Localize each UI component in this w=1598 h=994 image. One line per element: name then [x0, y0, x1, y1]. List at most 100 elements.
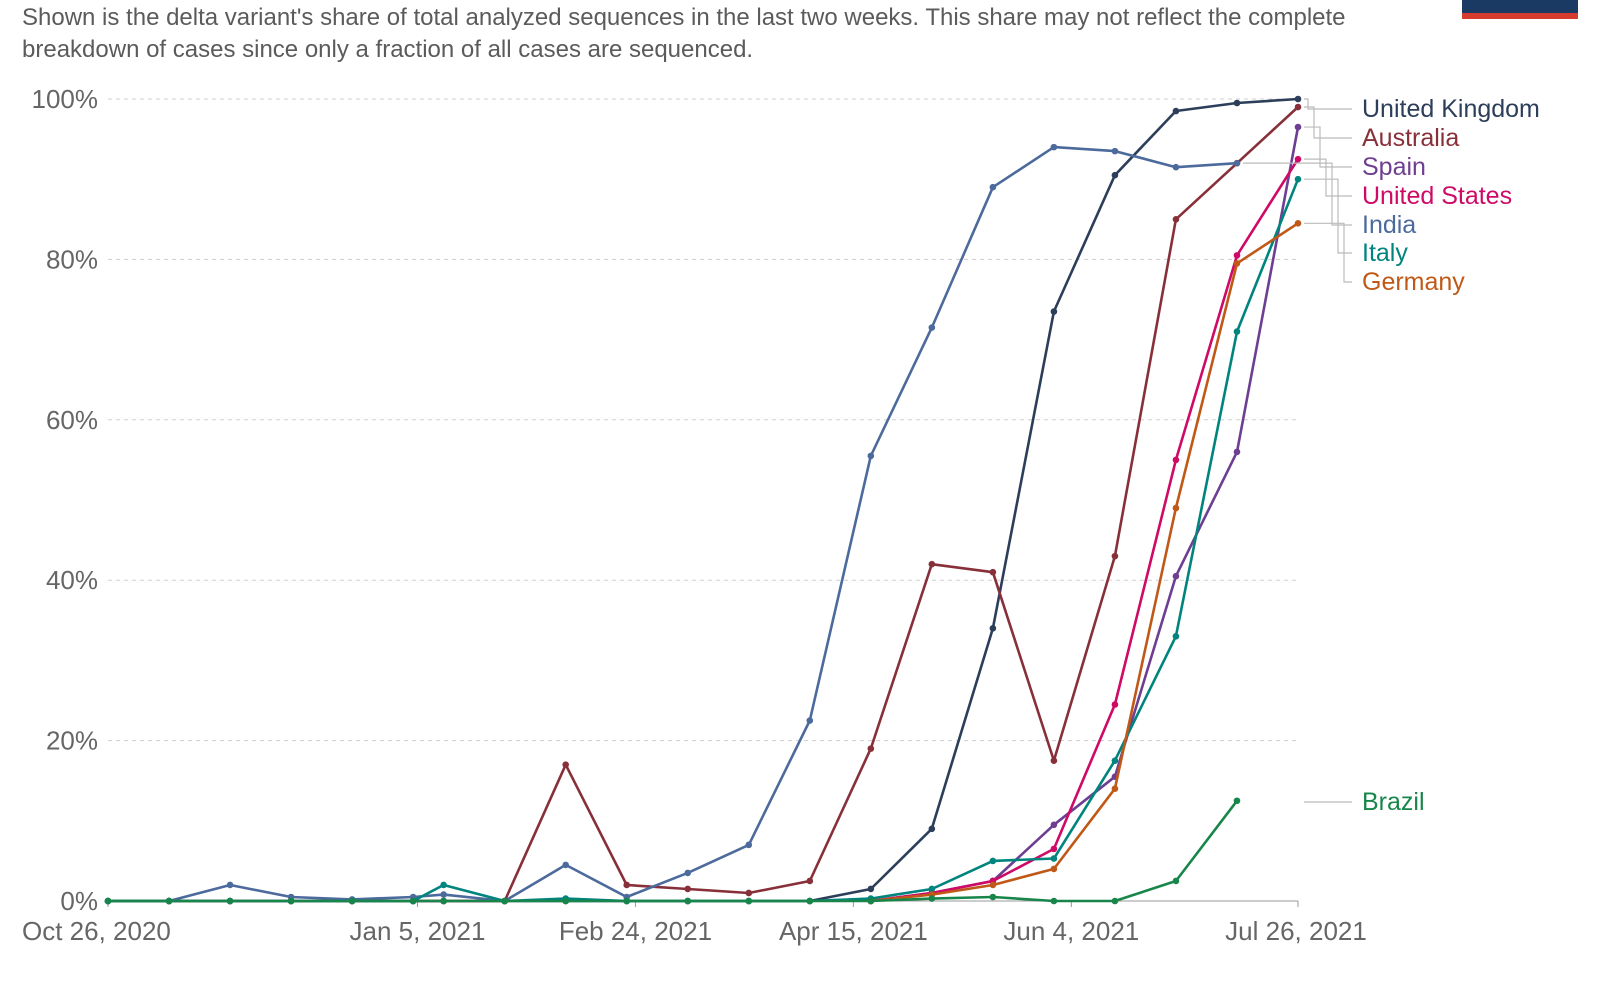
series-label: India [1362, 211, 1416, 239]
series-india [104, 143, 1241, 905]
data-point [1111, 757, 1119, 764]
data-point [989, 893, 997, 901]
data-point [928, 560, 936, 568]
data-point [104, 897, 112, 905]
flag-red-band [1462, 13, 1578, 19]
series-brazil [104, 797, 1241, 905]
data-point [165, 897, 173, 905]
data-point [1172, 216, 1180, 223]
data-point [867, 452, 875, 460]
data-point [1050, 897, 1058, 905]
x-tick-label: Feb 24, 2021 [559, 916, 712, 946]
label-leader-line [1304, 126, 1352, 168]
y-tick-label: 0% [60, 886, 98, 916]
data-point [928, 885, 936, 893]
x-tick-label: Jan 5, 2021 [350, 916, 486, 946]
x-tick-label: Oct 26, 2020 [22, 916, 171, 946]
series-label: Australia [1362, 124, 1459, 152]
series-australia [104, 103, 1302, 905]
data-point [989, 183, 997, 191]
data-point [623, 897, 631, 905]
data-point [623, 881, 631, 889]
series-label: Italy [1362, 239, 1408, 267]
data-point [989, 857, 997, 865]
series-italy [104, 175, 1302, 905]
data-point [562, 897, 569, 905]
data-point [1233, 252, 1241, 259]
data-point [1111, 701, 1119, 708]
series-label: Spain [1362, 153, 1426, 181]
y-tick-label: 40% [46, 565, 98, 595]
data-point [562, 861, 569, 869]
data-point [806, 717, 814, 724]
label-leader-line [1304, 106, 1352, 139]
data-point [1111, 785, 1119, 793]
data-point [1233, 260, 1241, 267]
data-point [1172, 163, 1180, 171]
data-point [440, 897, 447, 905]
series-label: United States [1362, 182, 1512, 210]
series-label: Brazil [1362, 788, 1425, 816]
data-point [1294, 103, 1302, 111]
data-point [684, 869, 692, 877]
data-point [989, 625, 997, 632]
data-point [1233, 797, 1241, 805]
y-tick-label: 80% [46, 244, 98, 274]
data-point [1233, 328, 1241, 335]
data-point [1172, 572, 1180, 580]
data-point [1172, 877, 1180, 885]
series-label: United Kingdom [1362, 95, 1540, 123]
data-point [867, 885, 875, 893]
x-tick-label: Jun 4, 2021 [1003, 916, 1139, 946]
label-leader-line [1304, 158, 1352, 197]
data-point [1294, 123, 1302, 131]
x-tick-label: Apr 15, 2021 [779, 916, 928, 946]
data-point [1294, 175, 1302, 183]
data-point [501, 897, 508, 905]
data-point [1172, 504, 1180, 512]
y-tick-label: 20% [46, 726, 98, 756]
series-line [870, 222, 1299, 903]
data-point [806, 877, 814, 885]
data-point [1050, 821, 1058, 829]
data-point [1233, 159, 1241, 167]
data-point [562, 761, 569, 768]
data-point [1294, 95, 1302, 103]
data-point [928, 895, 936, 902]
x-tick-label: Jul 26, 2021 [1225, 916, 1367, 946]
data-point [409, 897, 417, 905]
data-point [287, 897, 295, 905]
data-point [440, 881, 447, 889]
data-point [867, 745, 875, 752]
label-leader-line [1242, 162, 1352, 226]
data-point [684, 885, 692, 893]
series-line [108, 97, 1299, 903]
data-point [1050, 308, 1058, 315]
data-point [1111, 897, 1119, 905]
series-line [870, 158, 1300, 903]
data-point [745, 889, 753, 897]
data-point [226, 881, 234, 889]
data-point [1172, 456, 1180, 464]
series-line [108, 178, 1300, 903]
data-point [1050, 865, 1058, 873]
data-point [1111, 552, 1119, 560]
data-point [989, 881, 997, 889]
series-line [108, 106, 1299, 903]
series-line [108, 145, 1238, 903]
data-point [1050, 143, 1058, 151]
data-point [1050, 757, 1058, 764]
data-point [348, 897, 356, 905]
data-point [1294, 155, 1302, 163]
data-point [1050, 845, 1058, 853]
label-leader-line [1304, 98, 1352, 110]
y-tick-label: 100% [32, 84, 99, 114]
data-point [745, 841, 753, 849]
data-point [928, 825, 936, 833]
data-point [1233, 448, 1241, 456]
data-point [1111, 147, 1119, 155]
data-point [226, 897, 234, 905]
label-leader-line [1304, 222, 1352, 283]
chart-subtitle: Shown is the delta variant's share of to… [22, 4, 1346, 63]
